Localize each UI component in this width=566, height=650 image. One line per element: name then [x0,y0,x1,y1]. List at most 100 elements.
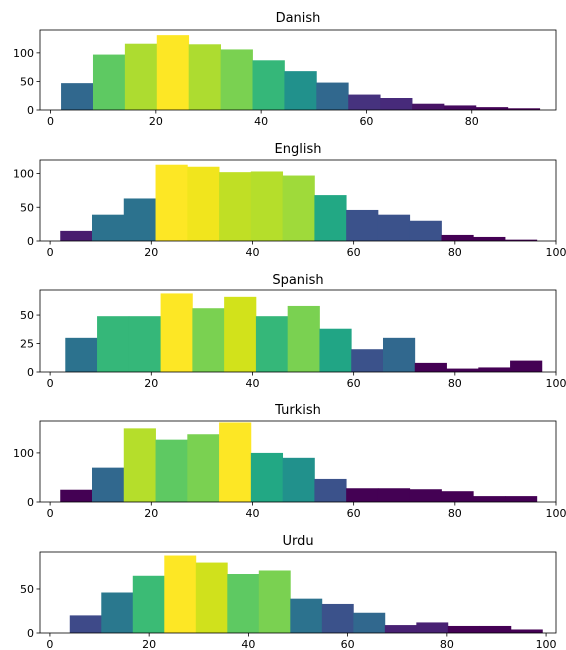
histogram-bar [255,316,289,372]
histogram-bar [384,625,417,633]
histogram-bar [505,496,538,502]
histogram-bar [258,570,291,633]
histogram-bar [290,598,323,633]
histogram-bar [227,574,260,633]
histogram-bar [416,622,449,633]
histogram-bar [282,457,315,502]
axes-frame [39,551,557,634]
y-tick-label: 50 [20,309,34,322]
histogram-bar [353,612,386,633]
y-tick-label: 0 [27,627,34,640]
x-tick-label: 60 [341,638,355,650]
histogram-bar [319,328,352,372]
histogram-bar [409,220,442,241]
histogram-bar [473,496,506,502]
histogram-bar [101,592,134,633]
x-tick-label: 40 [254,115,268,128]
histogram-bar [195,562,228,633]
histogram-bar [187,434,220,502]
histogram-bar [282,175,315,241]
histogram-bar [377,488,411,502]
x-tick-label: 80 [440,638,454,650]
histogram-bar [377,214,411,241]
x-tick-label: 0 [47,377,54,390]
histogram-bar [414,362,447,372]
y-tick-label: 100 [13,447,34,460]
y-tick-label: 100 [13,47,34,60]
histogram-bar [409,489,442,502]
histogram-bar [321,603,354,633]
x-tick-label: 80 [448,377,462,390]
histogram-bar [507,108,541,110]
histogram-bar [188,44,221,110]
histogram-bar [380,98,413,110]
y-tick-label: 50 [20,75,34,88]
x-tick-label: 80 [448,507,462,520]
panel-turkish: Turkish 0 20 40 60 80 100 0 100 [13,403,566,520]
x-tick-label: 80 [465,115,479,128]
x-tick-label: 20 [142,638,156,650]
panel-english: English 0 20 40 60 80 100 0 50 100 [13,142,566,259]
y-tick-label: 50 [20,583,34,596]
axes-frame [39,159,557,242]
histogram-bar [60,489,93,502]
x-tick-label: 100 [546,246,566,259]
histogram-bar [510,360,543,372]
histogram-bar [92,214,125,241]
panel-spanish: Spanish 0 20 40 60 80 100 0 25 50 [20,273,566,390]
y-tick-label: 0 [27,104,34,117]
x-tick-label: 40 [241,638,255,650]
x-tick-label: 60 [347,246,361,259]
y-tick-label: 100 [13,168,34,181]
histogram-bar [219,422,252,502]
x-tick-label: 60 [359,115,373,128]
histogram-bar [473,236,506,241]
panel-danish: Danish 0 20 40 60 80 0 50 100 [13,11,557,128]
x-tick-label: 40 [245,377,259,390]
histogram-bar [97,316,130,372]
x-tick-label: 0 [47,507,54,520]
histogram-bar [164,555,197,633]
x-tick-label: 100 [546,507,566,520]
histogram-bar [348,94,381,110]
histogram-bar [61,83,94,110]
histogram-bar [479,625,512,633]
histogram-bar [441,234,474,241]
x-tick-label: 60 [347,377,361,390]
histogram-bar [314,195,347,241]
histogram-bar [65,337,98,372]
panel-title: Urdu [282,534,313,549]
x-tick-label: 0 [46,638,53,650]
histogram-bar [123,198,156,241]
axes-frame [39,29,557,111]
x-tick-label: 20 [144,507,158,520]
histogram-bar [284,71,317,110]
x-tick-label: 100 [546,377,566,390]
y-tick-label: 0 [27,366,34,379]
histogram-bar [123,428,156,502]
x-tick-label: 20 [144,377,158,390]
axes-frame [39,420,557,503]
histogram-bar [187,166,220,241]
histogram-bar [219,172,252,241]
histogram-bar [441,491,474,502]
x-tick-label: 80 [448,246,462,259]
histogram-bar [156,35,190,110]
histogram-bar [316,82,349,110]
x-tick-label: 60 [347,507,361,520]
x-tick-label: 20 [149,115,163,128]
x-tick-label: 40 [245,246,259,259]
x-tick-label: 20 [144,246,158,259]
histogram-bar [60,230,93,242]
histogram-bar [69,615,102,633]
axes-frame [39,289,557,373]
y-tick-label: 25 [20,338,34,351]
histogram-bar [160,293,193,372]
histogram-bar [155,439,188,502]
histogram-bar [475,107,509,110]
histogram-bar [447,625,480,633]
histogram-bar [220,49,253,110]
histogram-bar [505,239,538,241]
x-tick-label: 40 [245,507,259,520]
